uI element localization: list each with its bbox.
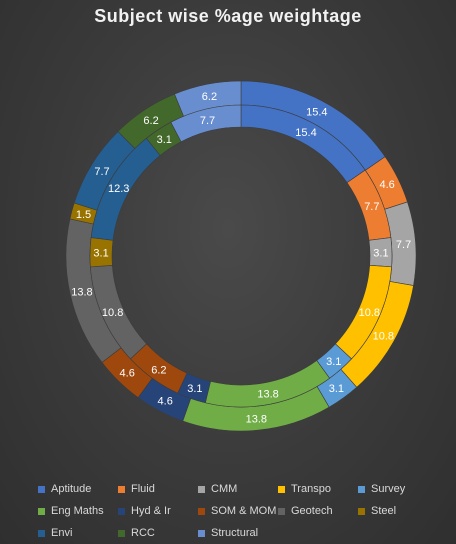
chart-legend: Aptitude Fluid CMM Transpo Survey Eng Maths Hy… bbox=[38, 478, 438, 544]
legend-row: Eng Maths Hyd & Ir SOM & MOM Geotech Steel bbox=[38, 500, 438, 522]
legend-swatch bbox=[118, 507, 125, 515]
data-label-outer: 15.4 bbox=[306, 107, 327, 119]
legend-item: Fluid bbox=[118, 483, 198, 495]
data-label-inner: 3.1 bbox=[373, 247, 388, 259]
legend-swatch bbox=[38, 529, 45, 537]
legend-item: Transpo bbox=[278, 483, 358, 495]
data-label-inner: 3.1 bbox=[157, 134, 172, 146]
data-label-outer: 4.6 bbox=[120, 368, 135, 380]
data-label-outer: 4.6 bbox=[158, 395, 173, 407]
legend-item: SOM & MOM bbox=[198, 505, 278, 517]
legend-item: Aptitude bbox=[38, 483, 118, 495]
data-label-outer: 10.8 bbox=[373, 330, 394, 342]
data-label-inner: 7.7 bbox=[200, 115, 215, 127]
legend-label: Geotech bbox=[291, 505, 333, 517]
data-label-inner: 6.2 bbox=[151, 364, 166, 376]
data-label-inner: 10.8 bbox=[359, 307, 380, 319]
legend-item: Hyd & Ir bbox=[118, 505, 198, 517]
legend-swatch bbox=[118, 529, 125, 537]
legend-label: RCC bbox=[131, 527, 155, 539]
legend-item: Envi bbox=[38, 527, 118, 539]
data-label-outer: 13.8 bbox=[246, 413, 267, 425]
legend-label: Eng Maths bbox=[51, 505, 104, 517]
legend-swatch bbox=[38, 507, 45, 515]
legend-item: Geotech bbox=[278, 505, 358, 517]
data-label-outer: 4.6 bbox=[380, 179, 395, 191]
legend-swatch bbox=[358, 485, 365, 493]
legend-label: Hyd & Ir bbox=[131, 505, 171, 517]
data-label-inner: 15.4 bbox=[295, 127, 316, 139]
chart-title: Subject wise %age weightage bbox=[94, 6, 362, 26]
data-label-outer: 13.8 bbox=[71, 287, 92, 299]
legend-swatch bbox=[278, 507, 285, 515]
data-label-outer: 7.7 bbox=[396, 239, 411, 251]
legend-label: Transpo bbox=[291, 483, 331, 495]
data-label-inner: 3.1 bbox=[326, 356, 341, 368]
legend-swatch bbox=[198, 485, 205, 493]
legend-item: RCC bbox=[118, 527, 198, 539]
data-label-inner: 12.3 bbox=[108, 183, 129, 195]
legend-swatch bbox=[358, 507, 365, 515]
legend-label: SOM & MOM bbox=[211, 505, 277, 517]
legend-item: Survey bbox=[358, 483, 438, 495]
legend-item: Eng Maths bbox=[38, 505, 118, 517]
legend-label: Aptitude bbox=[51, 483, 92, 495]
slice-inner-structural bbox=[170, 104, 242, 143]
data-labels: 15.44.67.710.83.113.84.64.613.81.57.76.2… bbox=[71, 91, 411, 425]
legend-row: Aptitude Fluid CMM Transpo Survey bbox=[38, 478, 438, 500]
data-label-outer: 6.2 bbox=[202, 91, 217, 103]
legend-label: Steel bbox=[371, 505, 397, 517]
data-label-outer: 3.1 bbox=[329, 383, 344, 395]
legend-swatch bbox=[198, 529, 205, 537]
data-label-inner: 13.8 bbox=[257, 388, 278, 400]
legend-label: Envi bbox=[51, 527, 73, 539]
legend-label: Survey bbox=[371, 483, 406, 495]
legend-swatch bbox=[278, 485, 285, 493]
outer-ring bbox=[65, 80, 417, 432]
legend-item: Steel bbox=[358, 505, 438, 517]
legend-row: Envi RCC Structural bbox=[38, 522, 438, 544]
legend-swatch bbox=[198, 507, 205, 515]
data-label-inner: 10.8 bbox=[102, 307, 123, 319]
legend-swatch bbox=[38, 485, 45, 493]
legend-item: CMM bbox=[198, 483, 278, 495]
data-label-outer: 7.7 bbox=[94, 166, 109, 178]
legend-label: Structural bbox=[211, 527, 259, 539]
data-label-inner: 3.1 bbox=[187, 383, 202, 395]
inner-ring bbox=[89, 104, 393, 408]
data-label-outer: 6.2 bbox=[143, 115, 158, 127]
legend-label: Fluid bbox=[131, 483, 155, 495]
data-label-outer: 1.5 bbox=[76, 209, 91, 221]
legend-swatch bbox=[118, 485, 125, 493]
data-label-inner: 7.7 bbox=[364, 201, 379, 213]
legend-item: Structural bbox=[198, 527, 278, 539]
legend-label: CMM bbox=[211, 483, 238, 495]
data-label-inner: 3.1 bbox=[93, 247, 108, 259]
